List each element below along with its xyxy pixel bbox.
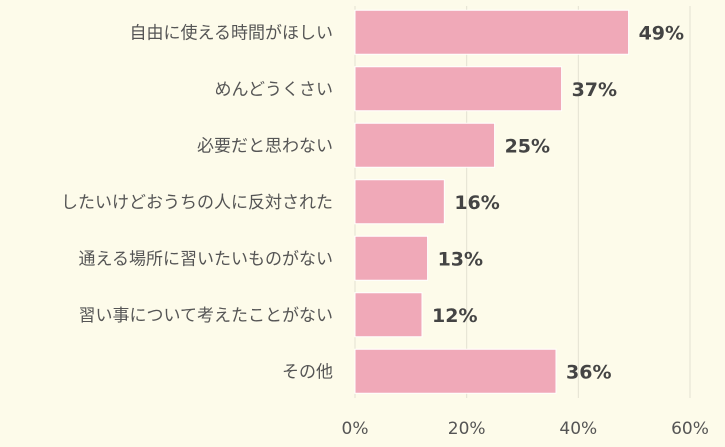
category-label: 必要だと思わない — [197, 136, 333, 156]
category-labels: 自由に使える時間がほしいめんどうくさい必要だと思わないしたいけどおうちの人に反対… — [61, 22, 333, 382]
x-axis-ticks: 0% 20% 40% 60% — [342, 419, 709, 439]
x-tick-label: 60% — [671, 419, 709, 439]
value-label: 36% — [566, 361, 611, 383]
bar — [354, 235, 429, 281]
category-label: したいけどおうちの人に反対された — [61, 193, 333, 213]
category-label: 通える場所に習いたいものがない — [79, 249, 334, 269]
category-label: 自由に使える時間がほしい — [130, 22, 334, 43]
x-tick-label: 0% — [342, 419, 369, 439]
x-tick-label: 40% — [559, 419, 597, 439]
bar — [354, 348, 557, 394]
value-label: 12% — [432, 305, 477, 327]
bar — [354, 292, 423, 338]
category-label: 習い事について考えたことがない — [79, 306, 334, 326]
value-label: 49% — [639, 22, 684, 44]
category-label: めんどうくさい — [215, 80, 334, 100]
bar — [354, 179, 445, 225]
category-label: その他 — [282, 362, 333, 382]
bar — [354, 122, 496, 168]
value-label: 16% — [454, 192, 499, 214]
bars — [354, 9, 630, 394]
value-label: 25% — [505, 135, 550, 157]
value-labels: 49% 37% 25% 16% 13% 12% 36% — [432, 22, 684, 383]
bar — [354, 66, 563, 112]
value-label: 37% — [572, 79, 617, 101]
bar — [354, 9, 630, 55]
value-label: 13% — [438, 248, 483, 270]
x-tick-label: 20% — [448, 419, 486, 439]
